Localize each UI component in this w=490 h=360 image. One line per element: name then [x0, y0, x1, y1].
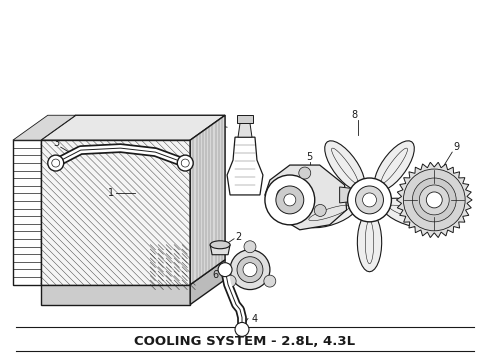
- Polygon shape: [374, 141, 414, 191]
- Text: 3: 3: [54, 138, 60, 148]
- Circle shape: [224, 275, 236, 287]
- Circle shape: [276, 186, 304, 214]
- Circle shape: [363, 193, 376, 207]
- Circle shape: [48, 155, 64, 171]
- Text: COOLING SYSTEM - 2.8L, 4.3L: COOLING SYSTEM - 2.8L, 4.3L: [134, 335, 356, 348]
- Polygon shape: [238, 123, 252, 137]
- Text: 7: 7: [207, 120, 213, 130]
- Ellipse shape: [210, 241, 230, 249]
- Circle shape: [230, 250, 270, 289]
- Circle shape: [347, 178, 392, 222]
- Polygon shape: [210, 245, 230, 255]
- Circle shape: [218, 263, 232, 276]
- Polygon shape: [41, 285, 190, 305]
- Circle shape: [403, 169, 465, 231]
- Polygon shape: [13, 115, 75, 140]
- Polygon shape: [325, 141, 365, 191]
- Polygon shape: [301, 198, 358, 228]
- Polygon shape: [340, 187, 365, 203]
- Polygon shape: [265, 165, 346, 230]
- Text: 6: 6: [212, 270, 218, 280]
- Text: 5: 5: [307, 152, 313, 162]
- Circle shape: [237, 257, 263, 283]
- Circle shape: [413, 178, 456, 222]
- Circle shape: [419, 185, 449, 215]
- Polygon shape: [237, 115, 253, 123]
- Circle shape: [314, 204, 326, 216]
- Circle shape: [265, 175, 315, 225]
- Polygon shape: [41, 140, 190, 285]
- Circle shape: [243, 263, 257, 276]
- Circle shape: [277, 189, 289, 201]
- Circle shape: [284, 194, 296, 206]
- Polygon shape: [357, 213, 382, 272]
- Circle shape: [356, 186, 384, 214]
- Polygon shape: [41, 115, 225, 140]
- Polygon shape: [190, 260, 225, 305]
- Circle shape: [264, 275, 276, 287]
- Text: 8: 8: [351, 110, 358, 120]
- Polygon shape: [190, 115, 225, 285]
- Text: 9: 9: [453, 142, 459, 152]
- Text: 2: 2: [235, 232, 241, 242]
- Polygon shape: [227, 137, 263, 195]
- Circle shape: [299, 167, 311, 179]
- Polygon shape: [381, 198, 438, 228]
- Circle shape: [235, 323, 249, 336]
- Circle shape: [244, 241, 256, 253]
- Polygon shape: [396, 162, 472, 238]
- Circle shape: [426, 192, 442, 208]
- Text: 1: 1: [107, 188, 114, 198]
- Text: 4: 4: [252, 314, 258, 324]
- Circle shape: [177, 155, 193, 171]
